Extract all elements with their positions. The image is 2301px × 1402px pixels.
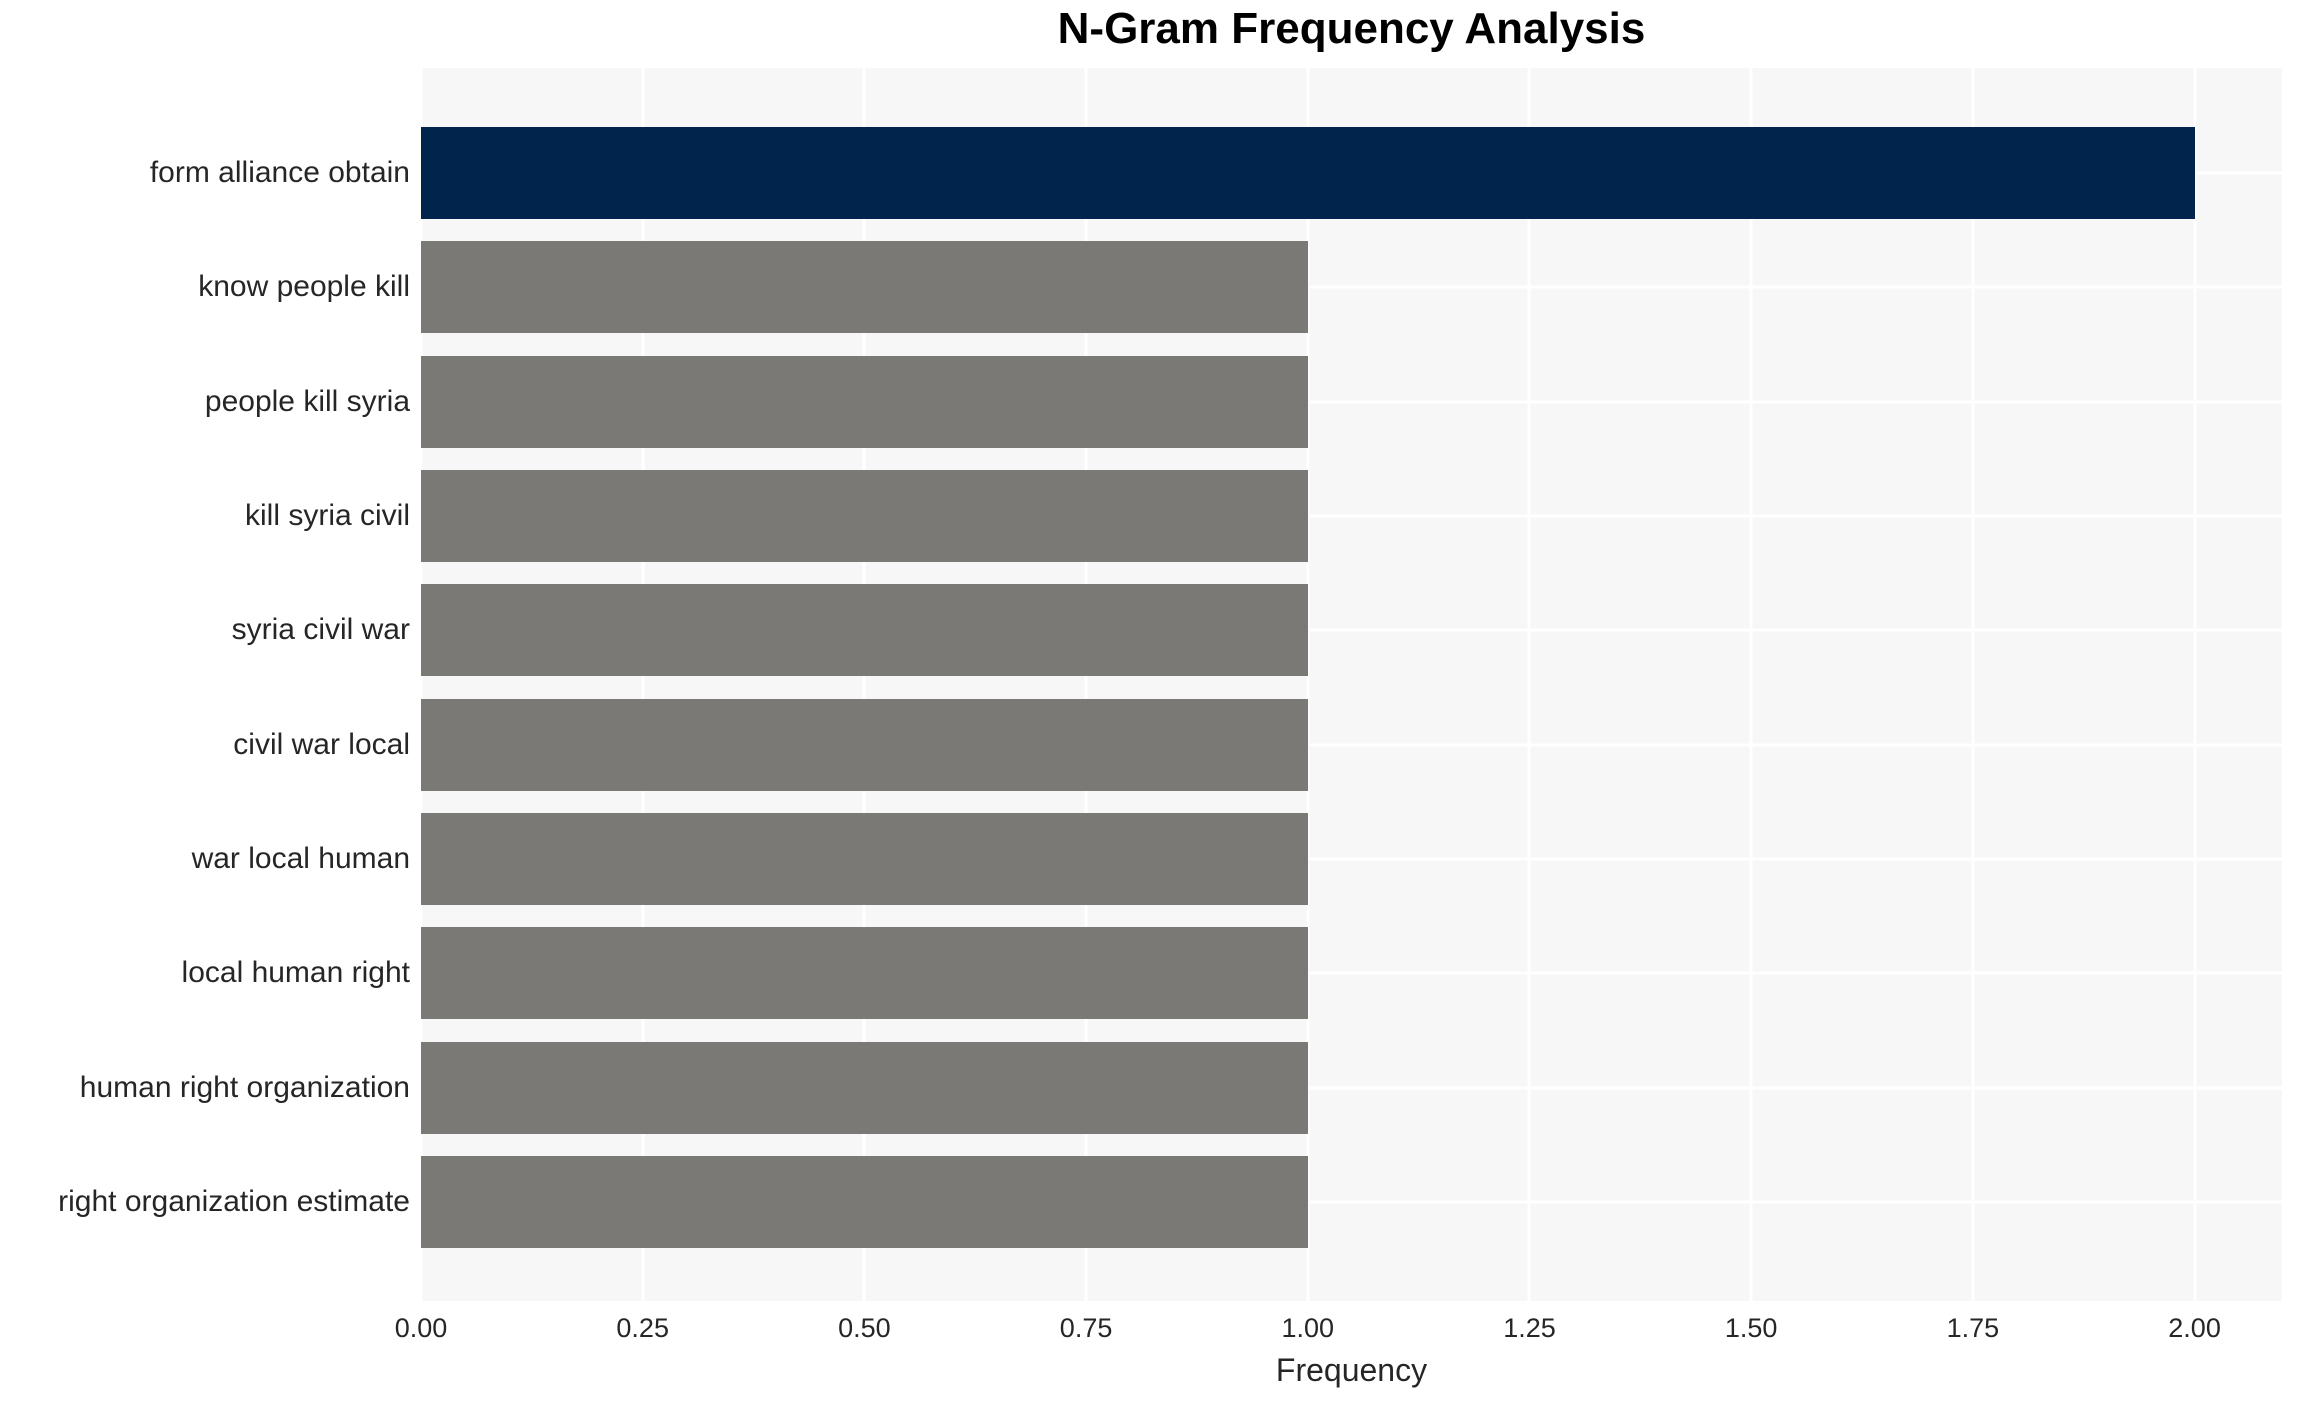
- horizontal-gridline: [421, 1086, 2282, 1090]
- frequency-bar: [421, 470, 1308, 563]
- x-tick-label: 1.00: [1281, 1313, 1335, 1343]
- horizontal-gridline: [421, 857, 2282, 861]
- x-tick-label: 0.50: [838, 1313, 891, 1343]
- x-tick-label: 1.75: [1946, 1313, 2000, 1343]
- horizontal-gridline: [421, 285, 2282, 289]
- x-tick-label: 1.25: [1503, 1313, 1556, 1343]
- bar-row: [421, 573, 2282, 687]
- bar-row: [421, 1030, 2282, 1144]
- bar-row: [421, 1145, 2282, 1259]
- y-tick-label: kill syria civil: [245, 499, 410, 533]
- plot-panel: [419, 68, 2282, 1301]
- vertical-gridline: [1527, 68, 1531, 1301]
- vertical-gridline: [641, 68, 645, 1301]
- x-axis-title: Frequency: [1275, 1352, 1428, 1388]
- y-tick-label: people kill syria: [204, 384, 410, 418]
- y-tick-label: war local human: [191, 841, 410, 875]
- horizontal-gridline: [421, 1200, 2282, 1204]
- x-tick-label: 0.75: [1059, 1313, 1113, 1343]
- vertical-gridline: [419, 68, 423, 1301]
- frequency-bar: [421, 698, 1308, 791]
- bar-row: [421, 916, 2282, 1030]
- chart-title: N-Gram Frequency Analysis: [1057, 4, 1646, 53]
- x-tick-label: 0.25: [616, 1313, 669, 1343]
- bar-row: [421, 116, 2282, 230]
- y-tick-label: human right organization: [79, 1070, 410, 1104]
- vertical-gridline: [1971, 68, 1975, 1301]
- x-tick-label: 0.00: [394, 1313, 448, 1343]
- frequency-bar: [421, 127, 2195, 220]
- bar-row: [421, 459, 2282, 573]
- horizontal-gridline: [421, 400, 2282, 404]
- frequency-bar: [421, 241, 1308, 334]
- y-tick-label: syria civil war: [231, 613, 410, 647]
- vertical-gridline: [1749, 68, 1753, 1301]
- bar-row: [421, 230, 2282, 344]
- frequency-bar: [421, 927, 1308, 1020]
- vertical-gridline: [2193, 68, 2197, 1301]
- frequency-bar: [421, 355, 1308, 448]
- x-axis: 0.00 0.25 0.50 0.75 1.00 1.25 1.50 1.75 2.00: [395, 1313, 2282, 1349]
- vertical-gridline: [862, 68, 866, 1301]
- x-tick-label: 1.50: [1724, 1313, 1778, 1343]
- frequency-bar: [421, 584, 1308, 677]
- horizontal-gridline: [421, 514, 2282, 518]
- y-axis: form alliance obtain know people kill peop…: [0, 68, 421, 1301]
- frequency-bar: [421, 1041, 1308, 1134]
- bar-row: [421, 802, 2282, 916]
- vertical-gridline: [1084, 68, 1088, 1301]
- y-tick-label: know people kill: [198, 270, 410, 304]
- horizontal-gridline: [421, 971, 2282, 975]
- bar-row: [421, 345, 2282, 459]
- frequency-bar: [421, 812, 1308, 905]
- bar-rows: [421, 68, 2282, 1301]
- y-tick-label: right organization estimate: [58, 1184, 410, 1218]
- y-tick-label: local human right: [181, 956, 410, 990]
- y-tick-label: civil war local: [233, 727, 410, 761]
- bar-row: [421, 687, 2282, 801]
- horizontal-gridline: [421, 628, 2282, 632]
- vertical-gridline: [1306, 68, 1310, 1301]
- frequency-bar: [421, 1155, 1308, 1248]
- x-tick-label: 2.00: [2168, 1313, 2221, 1343]
- horizontal-gridline: [421, 743, 2282, 747]
- y-tick-label: form alliance obtain: [149, 156, 410, 190]
